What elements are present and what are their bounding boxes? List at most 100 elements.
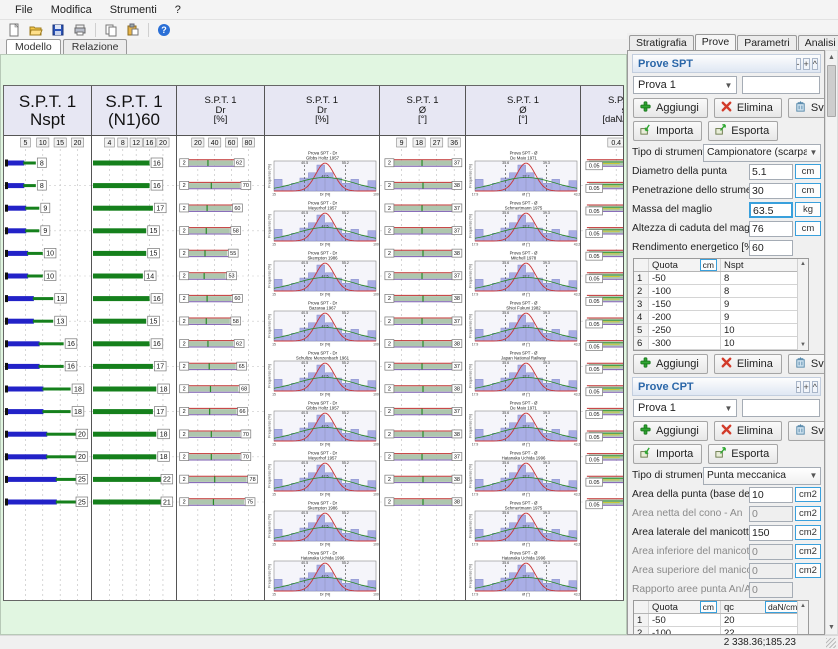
quota-cell[interactable]: -50 [649,272,721,284]
test-select[interactable]: Prova 1▼ [633,399,737,417]
unit-chip: cm [700,601,717,613]
svg-text:80: 80 [244,140,252,147]
tab-relazione[interactable]: Relazione [63,39,128,54]
panel-tab-analisi[interactable]: Analisi [798,35,838,50]
aggiungi-button[interactable]: Aggiungi [633,98,708,118]
menu-item-file[interactable]: File [6,2,42,18]
table-scrollbar[interactable]: ▲▼ [797,601,808,635]
menu-item-strumenti[interactable]: Strumenti [101,2,166,18]
value-cell[interactable]: 20 [721,614,808,626]
panel-tab-stratigrafia[interactable]: Stratigrafia [629,35,694,50]
expand-plus-icon[interactable]: + [803,58,810,70]
quota-cell[interactable]: -300 [649,337,721,349]
panel-tab-parametri[interactable]: Parametri [737,35,797,50]
elimina-button[interactable]: Elimina [714,98,782,118]
panel-tab-prove[interactable]: Prove [695,34,736,50]
group-header-spt[interactable]: Prove SPT-+^ [632,54,821,73]
chevron-down-icon: ▼ [807,148,820,157]
open-folder-icon[interactable] [26,21,46,38]
svg-text:2: 2 [388,364,391,370]
test-name-input[interactable] [742,399,820,417]
value-cell[interactable]: 10 [721,337,808,349]
quota-cell[interactable]: -100 [649,627,721,635]
field-input[interactable]: 5.1 [749,164,793,180]
value-cell[interactable]: 9 [721,298,808,310]
svuota-button[interactable]: Svuota [788,98,825,118]
svuota-button[interactable]: Svuota [788,421,825,441]
svg-text:De Maio 1971: De Maio 1971 [510,406,537,411]
instrument-type-select[interactable]: Punta meccanica▼ [703,467,821,485]
collapse-minus-icon[interactable]: - [796,381,801,393]
svg-text:16: 16 [146,140,154,147]
aggiungi-table-button[interactable]: Aggiungi [633,354,708,374]
table-row[interactable]: 1-5020 [634,614,808,627]
scroll-down-icon[interactable]: ▼ [800,340,806,350]
new-document-icon[interactable] [4,21,24,38]
group-header-cpt[interactable]: Prove CPT-+^ [632,377,821,396]
esporta-button[interactable]: Esporta [708,444,778,464]
paste-icon[interactable] [123,21,143,38]
rollup-chevron-icon[interactable]: ^ [812,381,818,393]
scroll-up-icon[interactable]: ▲ [800,259,806,269]
field-input[interactable]: 60 [749,240,793,256]
menu-item-[interactable]: ? [166,2,190,18]
table-row[interactable]: 4-2009 [634,311,808,324]
elimina-button[interactable]: Elimina [714,421,782,441]
field-input[interactable]: 76 [749,221,793,237]
table-row[interactable]: 1-508 [634,272,808,285]
save-icon[interactable] [48,21,68,38]
table-row[interactable]: 3-1509 [634,298,808,311]
collapse-minus-icon[interactable]: - [796,58,801,70]
value-cell[interactable]: 10 [721,324,808,336]
copy-icon[interactable] [101,21,121,38]
value-cell[interactable]: 8 [721,272,808,284]
value-cell[interactable]: 8 [721,285,808,297]
svg-text:62: 62 [236,341,242,347]
expand-plus-icon[interactable]: + [803,381,810,393]
svuota-table-button[interactable]: Svuota [788,354,825,374]
field-input[interactable]: 10 [749,487,793,503]
table-row[interactable]: 5-25010 [634,324,808,337]
esporta-button[interactable]: Esporta [708,121,778,141]
field-input[interactable]: 150 [749,525,793,541]
importa-button[interactable]: Importa [633,121,702,141]
test-name-input[interactable] [742,76,820,94]
unit-badge: cm [795,164,821,179]
rollup-chevron-icon[interactable]: ^ [812,58,818,70]
print-icon[interactable] [70,21,90,38]
scroll-down-icon[interactable]: ▼ [826,621,837,634]
table-row[interactable]: 6-30010 [634,337,808,350]
svg-text:Dr [%]: Dr [%] [320,593,331,597]
field-input[interactable]: 63.5 [749,202,793,218]
value-cell[interactable]: 22 [721,627,808,635]
quota-cell[interactable]: -200 [649,311,721,323]
aggiungi-button[interactable]: Aggiungi [633,421,708,441]
unit-badge: cm2 [795,506,821,521]
field-input[interactable]: 30 [749,183,793,199]
quota-cell[interactable]: -50 [649,614,721,626]
scroll-up-icon[interactable]: ▲ [826,51,837,64]
toolbar-separator [148,23,149,37]
quota-cell[interactable]: -100 [649,285,721,297]
menu-item-modifica[interactable]: Modifica [42,2,101,18]
instrument-type-select[interactable]: Campionatore (scarpa ta▼ [703,144,821,162]
importa-button[interactable]: Importa [633,444,702,464]
elimina-table-button[interactable]: Elimina [714,354,782,374]
unit-badge: kg [795,202,821,217]
value-cell[interactable]: 9 [721,311,808,323]
scroll-up-icon[interactable]: ▲ [800,601,806,611]
test-select[interactable]: Prova 1▼ [633,76,737,94]
svg-text:Frequenze [%]: Frequenze [%] [268,464,272,487]
table-row[interactable]: 2-10022 [634,627,808,635]
quota-cell[interactable]: -150 [649,298,721,310]
tab-modello[interactable]: Modello [6,39,61,54]
resize-grip[interactable] [826,638,836,648]
table-row[interactable]: 2-1008 [634,285,808,298]
panel-scrollbar[interactable]: ▲ ▼ [825,50,838,635]
column-header-label: Quota [652,602,678,613]
chart-column-title: S.P.T. 1(N1)60 [105,93,162,129]
table-scrollbar[interactable]: ▲▼ [797,259,808,350]
quota-cell[interactable]: -250 [649,324,721,336]
help-icon[interactable]: ? [154,21,174,38]
scrollbar-thumb[interactable] [827,65,836,117]
